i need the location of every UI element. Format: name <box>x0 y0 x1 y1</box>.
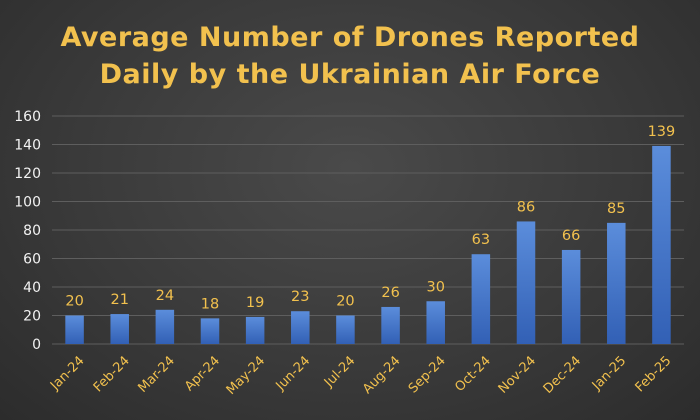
data-label: 19 <box>246 295 264 311</box>
y-tick-label: 120 <box>14 166 41 182</box>
bar-aug-24 <box>381 306 400 344</box>
data-labels: 20 21 24 18 19 23 20 26 30 63 86 66 85 139 <box>65 124 675 312</box>
data-label: 139 <box>648 124 676 140</box>
bar-may-24 <box>245 316 265 344</box>
x-tick-label: Jun-24 <box>273 353 314 394</box>
x-tick-label: Apr-24 <box>182 353 223 394</box>
y-tick-label: 20 <box>23 309 41 325</box>
grid <box>52 115 684 345</box>
chart-title-line-1: Average Number of Drones Reported <box>60 22 639 53</box>
bar-jan-24 <box>65 315 84 344</box>
bar-mar-24 <box>155 309 175 344</box>
bar-jan-25 <box>607 222 626 344</box>
x-tick-label: Mar-24 <box>136 353 178 395</box>
chart-title-line-2: Daily by the Ukrainian Air Force <box>100 59 601 90</box>
data-label: 20 <box>336 294 354 310</box>
data-label: 86 <box>517 199 535 215</box>
y-axis-ticks: 0 20 40 60 80 100 120 140 160 <box>14 109 41 353</box>
x-tick-label: Sep-24 <box>406 353 449 396</box>
x-tick-label: Dec-24 <box>541 353 584 396</box>
data-label: 63 <box>472 232 490 248</box>
data-label: 26 <box>381 285 399 301</box>
data-label: 18 <box>201 296 219 312</box>
bar-jun-24 <box>291 311 310 344</box>
data-label: 30 <box>426 279 444 295</box>
y-tick-label: 0 <box>32 337 41 353</box>
y-tick-label: 100 <box>14 195 41 211</box>
y-tick-label: 160 <box>14 109 41 125</box>
x-tick-label: Feb-24 <box>91 353 133 395</box>
x-tick-label: Jan-24 <box>47 353 88 394</box>
bar-feb-25 <box>652 145 671 344</box>
bar-oct-24 <box>471 254 491 344</box>
x-tick-label: May-24 <box>224 353 268 397</box>
y-tick-label: 140 <box>14 138 41 154</box>
x-tick-label: Jan-25 <box>589 353 630 394</box>
data-label: 21 <box>110 292 128 308</box>
bars <box>65 145 671 344</box>
bar-nov-24 <box>516 221 536 344</box>
bar-sep-24 <box>426 301 445 344</box>
x-tick-label: Jul-24 <box>321 353 358 390</box>
bar-dec-24 <box>561 249 581 344</box>
x-axis-ticks: Jan-24 Feb-24 Mar-24 Apr-24 May-24 Jun-24 Jul-… <box>47 353 674 397</box>
x-tick-label: Oct-24 <box>452 353 494 395</box>
x-tick-label: Aug-24 <box>360 353 404 397</box>
bar-feb-24 <box>110 314 129 344</box>
x-tick-label: Feb-25 <box>633 353 675 395</box>
data-label: 23 <box>291 289 309 305</box>
y-tick-label: 80 <box>23 223 41 239</box>
data-label: 85 <box>607 201 625 217</box>
y-tick-label: 40 <box>23 280 41 296</box>
y-tick-label: 60 <box>23 252 41 268</box>
x-tick-label: Nov-24 <box>496 353 539 396</box>
data-label: 24 <box>156 288 174 304</box>
data-label: 20 <box>65 294 83 310</box>
data-label: 66 <box>562 228 580 244</box>
bar-apr-24 <box>200 318 220 344</box>
bar-jul-24 <box>336 315 355 344</box>
